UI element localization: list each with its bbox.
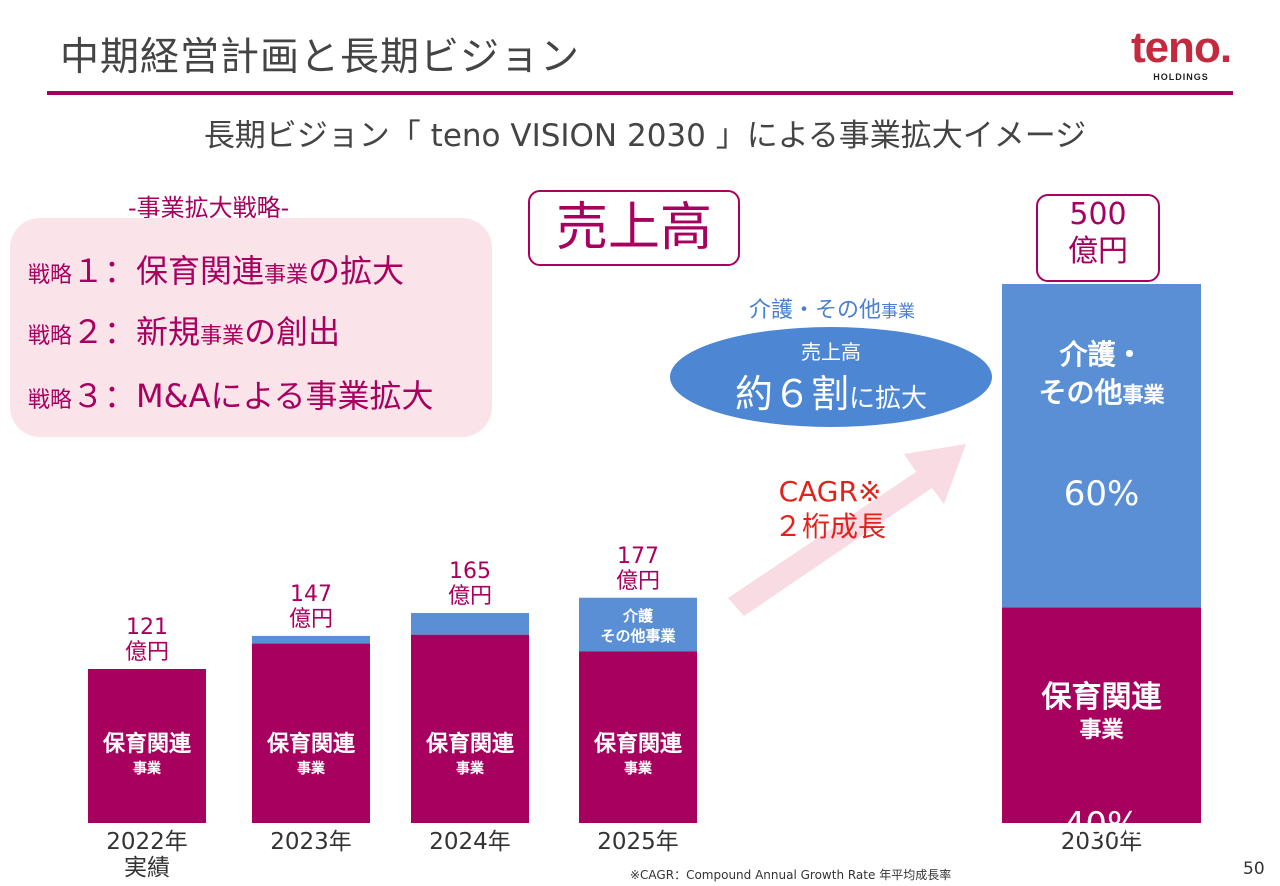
page-number: 50 bbox=[1243, 859, 1265, 879]
segment-label-care: 介護 その他事業 bbox=[600, 606, 676, 645]
bar-care-3 bbox=[579, 597, 697, 652]
bar-childcare-2 bbox=[411, 634, 529, 823]
title-divider bbox=[47, 91, 1233, 95]
care-label-main: 介護・その他 bbox=[748, 298, 881, 323]
strategy-text: ：M&Aによる事業拡大 bbox=[104, 377, 434, 415]
x-axis-label: 2023年 bbox=[270, 829, 352, 855]
segment-label-childcare: 保育関連 事業 bbox=[266, 732, 355, 777]
segment-label-childcare-2030: 保育関連 事業 bbox=[1041, 680, 1162, 744]
bar-total-label: 177 億円 bbox=[615, 543, 660, 594]
share-label-childcare: 40% bbox=[1063, 805, 1140, 846]
strategy-item-3: 戦略３：M&Aによる事業拡大 bbox=[28, 371, 434, 417]
segment-label-childcare: 保育関連 事業 bbox=[425, 732, 514, 777]
bar-care-2 bbox=[411, 613, 529, 635]
share-callout-ellipse: 売上高 約６割に拡大 bbox=[670, 327, 992, 427]
strategy-text-small: 事業 bbox=[200, 324, 245, 349]
cagr-callout: CAGR※ ２桁成長 bbox=[750, 474, 910, 544]
bar-total-label: 121 億円 bbox=[124, 615, 169, 665]
strategy-text-end: の創出 bbox=[244, 313, 341, 351]
share-label-care: 60% bbox=[1063, 474, 1140, 514]
x-axis-label: 2022年 実績 bbox=[106, 829, 188, 881]
segment-label-care-2030: 介護・ その他事業 bbox=[1038, 338, 1165, 409]
total-2030-label: 500 億円 bbox=[1036, 194, 1160, 282]
bar-total-label: 147 億円 bbox=[288, 581, 333, 632]
bar-childcare-1 bbox=[252, 643, 370, 823]
bar-care-1 bbox=[252, 635, 370, 644]
strategy-text: ：新規 bbox=[104, 313, 201, 351]
bar-total-label: 165 億円 bbox=[447, 559, 492, 609]
total-2030-value: 500 bbox=[1069, 197, 1127, 232]
ellipse-line-2: 約６割に拡大 bbox=[670, 363, 992, 418]
strategy-panel: 戦略１：保育関連事業の拡大 戦略２：新規事業の創出 戦略３：M&Aによる事業拡大 bbox=[10, 218, 492, 437]
slide-subtitle: 長期ビジョン「 teno VISION 2030 」による事業拡大イメージ bbox=[203, 118, 1087, 154]
logo-mark: teno. bbox=[1130, 23, 1232, 72]
strategy-label: 戦略 bbox=[28, 324, 73, 349]
segment-label-childcare: 保育関連 事業 bbox=[593, 732, 682, 777]
ellipse-expand: に拡大 bbox=[849, 384, 928, 414]
cagr-line-2: ２桁成長 bbox=[773, 510, 886, 543]
x-axis-label: 2025年 bbox=[597, 829, 679, 855]
strategy-item-1: 戦略１：保育関連事業の拡大 bbox=[28, 246, 404, 292]
x-axis-label: 2030年 bbox=[1060, 829, 1143, 855]
strategy-number: １ bbox=[72, 252, 105, 290]
total-2030-unit: 億円 bbox=[1068, 234, 1128, 269]
strategy-text-end: の拡大 bbox=[308, 252, 405, 290]
strategy-label: 戦略 bbox=[28, 263, 73, 288]
bar-childcare-0 bbox=[88, 669, 206, 823]
strategy-item-2: 戦略２：新規事業の創出 bbox=[28, 307, 340, 353]
ellipse-share: 約６割 bbox=[734, 372, 849, 416]
bar-childcare-3 bbox=[579, 651, 697, 823]
bar-care-4 bbox=[1002, 284, 1201, 608]
strategy-number: ２ bbox=[72, 313, 105, 351]
cagr-line-1: CAGR※ bbox=[778, 475, 882, 508]
segment-label-childcare: 保育関連 事業 bbox=[102, 732, 191, 777]
care-segment-callout-label: 介護・その他事業 bbox=[712, 292, 952, 324]
strategy-text-small: 事業 bbox=[264, 263, 309, 288]
footnote: ※CAGR：Compound Annual Growth Rate 年平均成長率 bbox=[630, 868, 952, 882]
sales-label-box: 売上高 bbox=[528, 190, 740, 266]
x-axis-label: 2024年 bbox=[429, 829, 511, 855]
strategy-heading: -事業拡大戦略- bbox=[128, 194, 290, 222]
strategy-text: ：保育関連 bbox=[104, 252, 265, 290]
page-title: 中期経営計画と長期ビジョン bbox=[60, 35, 581, 80]
logo-subtext: HOLDINGS bbox=[1153, 72, 1209, 82]
care-label-small: 事業 bbox=[881, 302, 915, 322]
ellipse-line-1: 売上高 bbox=[801, 340, 861, 364]
growth-arrow-icon bbox=[728, 444, 966, 616]
strategy-number: ３ bbox=[72, 377, 105, 415]
strategy-label: 戦略 bbox=[28, 388, 73, 413]
company-logo: teno. HOLDINGS bbox=[1126, 23, 1236, 83]
bar-childcare-4 bbox=[1002, 607, 1201, 823]
